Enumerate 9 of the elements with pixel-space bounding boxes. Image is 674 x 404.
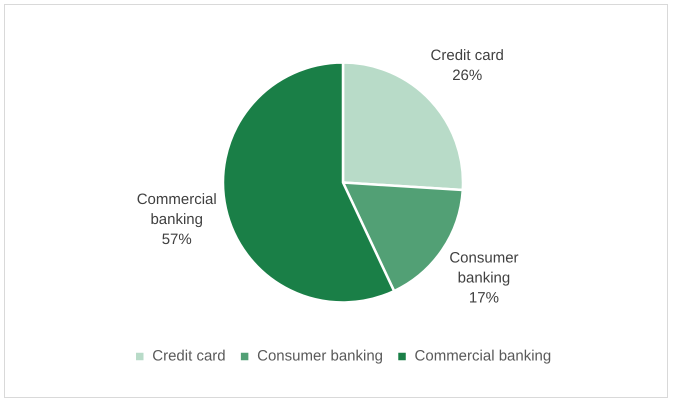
legend-label: Commercial banking [414,348,552,365]
data-label: 57% [162,230,192,248]
slice-label: Consumer banking [449,249,519,286]
legend-label: Consumer banking [257,348,384,365]
data-label: 17% [468,289,499,306]
legend-label: Credit card [152,348,226,365]
slice-label: Credit card [430,46,504,64]
slice-label: Commercial banking [136,190,217,228]
data-label: 26% [452,66,482,84]
